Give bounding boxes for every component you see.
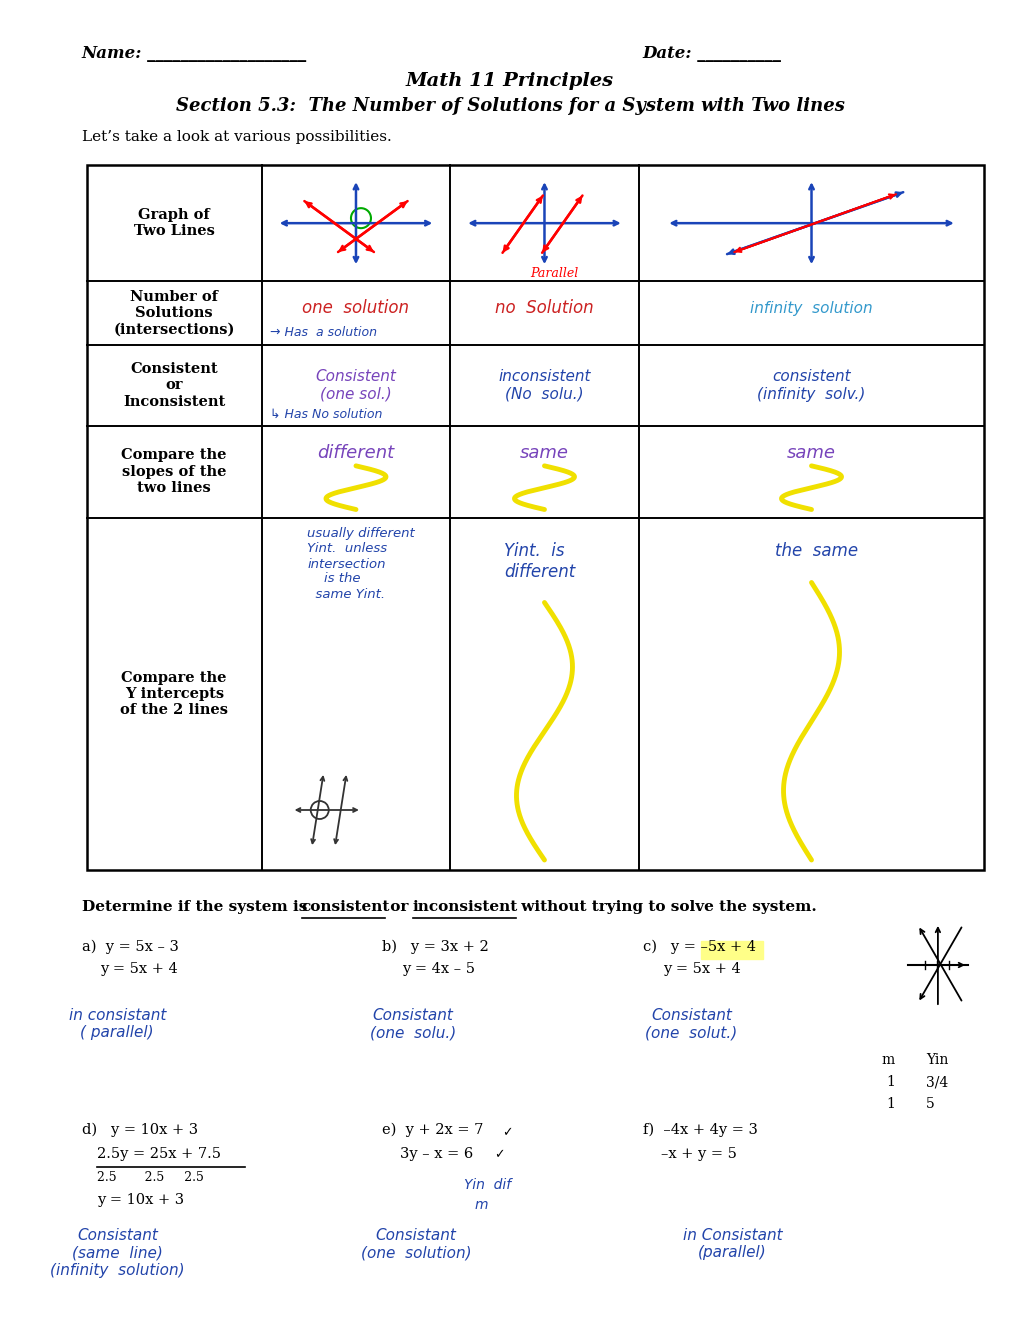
Text: 5: 5 [925, 1097, 934, 1111]
Text: in consistant
( parallel): in consistant ( parallel) [68, 1008, 166, 1040]
Text: Consistant
(one  solution): Consistant (one solution) [361, 1228, 471, 1261]
Text: y = 5x + 4: y = 5x + 4 [100, 962, 177, 975]
Text: Date: __________: Date: __________ [642, 45, 781, 62]
Text: without trying to solve the system.: without trying to solve the system. [515, 900, 815, 913]
Text: y = 10x + 3: y = 10x + 3 [97, 1193, 183, 1206]
Text: c)   y = –5x + 4: c) y = –5x + 4 [642, 940, 755, 954]
Text: inconsistent
(No  solu.): inconsistent (No solu.) [497, 370, 590, 401]
Text: Name: ___________________: Name: ___________________ [82, 45, 307, 62]
Text: –x + y = 5: –x + y = 5 [660, 1147, 736, 1162]
Text: Compare the
slopes of the
two lines: Compare the slopes of the two lines [121, 449, 227, 495]
Text: f)  –4x + 4y = 3: f) –4x + 4y = 3 [642, 1123, 757, 1138]
Text: ✓: ✓ [494, 1148, 504, 1162]
Text: Yint.  is
different: Yint. is different [503, 543, 575, 581]
Text: Consistent
(one sol.): Consistent (one sol.) [315, 370, 396, 401]
Bar [700, 941, 762, 960]
Text: different: different [317, 444, 394, 462]
Text: Determine if the system is: Determine if the system is [82, 900, 312, 913]
Text: m: m [880, 1053, 894, 1067]
Text: usually different
Yint.  unless
intersection
    is the
  same Yint.: usually different Yint. unless intersect… [307, 528, 415, 601]
Text: 3/4: 3/4 [925, 1074, 948, 1089]
Text: e)  y + 2x = 7: e) y + 2x = 7 [382, 1123, 483, 1138]
Text: Math 11 Principles: Math 11 Principles [406, 73, 613, 90]
Text: Let’s take a look at various possibilities.: Let’s take a look at various possibiliti… [82, 129, 391, 144]
Text: a)  y = 5x – 3: a) y = 5x – 3 [82, 940, 178, 954]
Text: Graph of
Two Lines: Graph of Two Lines [133, 209, 214, 239]
Text: in Consistant
(parallel): in Consistant (parallel) [682, 1228, 782, 1261]
Text: Consistant
(same  line)
(infinity  solution): Consistant (same line) (infinity solutio… [50, 1228, 184, 1278]
Text: the  same: the same [774, 543, 857, 561]
Text: same: same [787, 444, 836, 462]
Text: same: same [520, 444, 569, 462]
Text: 2.5       2.5     2.5: 2.5 2.5 2.5 [97, 1171, 204, 1184]
Text: 2.5y = 25x + 7.5: 2.5y = 25x + 7.5 [97, 1147, 221, 1162]
Text: Yin  dif: Yin dif [464, 1177, 511, 1192]
Text: or: or [384, 900, 413, 913]
Text: → Has  a solution: → Has a solution [269, 326, 376, 339]
Text: ↳ Has No solution: ↳ Has No solution [269, 408, 382, 420]
Text: Parallel: Parallel [530, 267, 578, 280]
Text: Number of
Solutions
(intersections): Number of Solutions (intersections) [113, 290, 234, 337]
Text: y = 5x + 4: y = 5x + 4 [662, 962, 740, 975]
Text: d)   y = 10x + 3: d) y = 10x + 3 [82, 1123, 198, 1138]
Bar [87, 165, 983, 870]
Text: ✓: ✓ [502, 1126, 513, 1139]
Text: 3y – x = 6: 3y – x = 6 [400, 1147, 473, 1162]
Text: 1: 1 [886, 1074, 895, 1089]
Text: Consistant
(one  solut.): Consistant (one solut.) [645, 1008, 737, 1040]
Text: Section 5.3:  The Number of Solutions for a System with Two lines: Section 5.3: The Number of Solutions for… [175, 96, 844, 115]
Text: one  solution: one solution [303, 300, 409, 317]
Text: b)   y = 3x + 2: b) y = 3x + 2 [382, 940, 489, 954]
Text: infinity  solution: infinity solution [749, 301, 872, 315]
Text: m: m [474, 1199, 487, 1212]
Text: Consistent
or
Inconsistent: Consistent or Inconsistent [123, 362, 225, 408]
Text: Consistant
(one  solu.): Consistant (one solu.) [370, 1008, 455, 1040]
Text: inconsistent: inconsistent [413, 900, 518, 913]
Text: Yin: Yin [925, 1053, 948, 1067]
Text: consistent: consistent [302, 900, 389, 913]
Text: y = 4x – 5: y = 4x – 5 [403, 962, 475, 975]
Text: 1: 1 [886, 1097, 895, 1111]
Text: no  Solution: no Solution [494, 300, 593, 317]
Text: consistent
(infinity  solv.): consistent (infinity solv.) [756, 370, 865, 401]
Text: Compare the
Y intercepts
of the 2 lines: Compare the Y intercepts of the 2 lines [120, 671, 228, 717]
